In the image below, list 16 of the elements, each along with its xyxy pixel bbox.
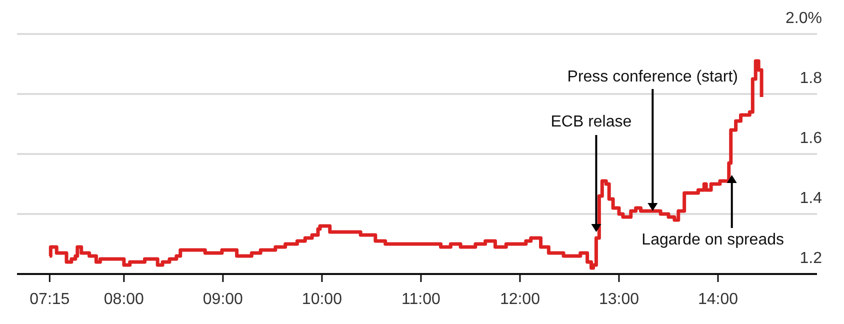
y-tick-label: 1.6 [800,130,822,147]
annotation: Lagarde on spreads [642,232,784,248]
x-tick-label: 08:00 [104,291,144,308]
annotation: Press conference (start) [567,68,738,86]
y-tick-label: 1.8 [800,70,822,87]
x-tick-label: 12:00 [500,291,540,308]
x-tick-label: 09:00 [202,291,244,308]
annotation: ECB relase [550,114,632,130]
y-tick-label: 1.2 [800,250,822,267]
y-tick-label: 1.4 [800,190,822,207]
x-tick-label: 11:00 [402,291,440,308]
x-tick-label: 13:00 [598,291,640,308]
x-tick-label: 14:00 [698,291,738,308]
x-tick-label: 10:00 [302,291,342,308]
x-tick-label: 07:15 [30,291,70,308]
y-tick-label: 2.0% [786,10,822,27]
